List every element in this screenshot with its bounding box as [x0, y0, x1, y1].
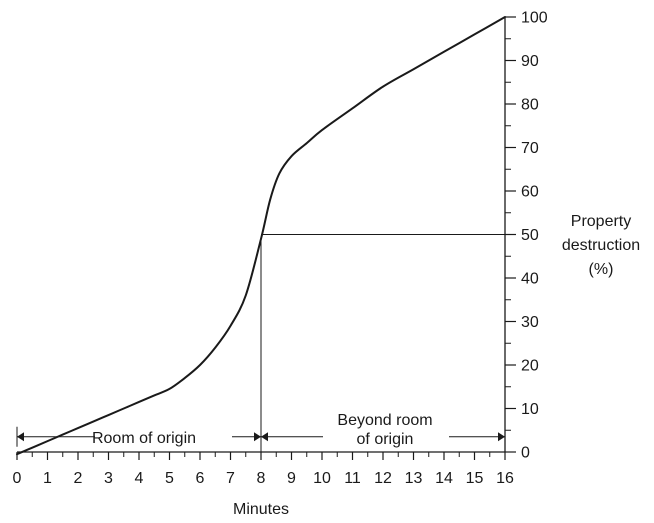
- x-tick-label-7: 7: [226, 470, 235, 487]
- x-tick-label-5: 5: [165, 470, 174, 487]
- y-tick-label-20: 20: [521, 358, 539, 375]
- x-tick-label-8: 8: [257, 470, 266, 487]
- series-line-0: [16, 16, 506, 456]
- beyond-room-label-line-2: of origin: [357, 431, 414, 448]
- y-axis: 0 10 20 30 40 50 60 70 80 90 100: [504, 10, 548, 462]
- annotations: Room of origin Beyond room of origin: [16, 412, 506, 448]
- x-tick-label-12: 12: [374, 470, 392, 487]
- room-of-origin-label: Room of origin: [92, 430, 196, 447]
- x-axis-title: Minutes: [233, 501, 289, 518]
- y-axis-title-line-3: (%): [589, 261, 614, 278]
- axis-titles: Minutes Property destruction (%): [233, 213, 640, 518]
- y-tick-label-50: 50: [521, 227, 539, 244]
- y-tick-label-0: 0: [521, 445, 530, 462]
- room-of-origin-left-arrowhead: [17, 432, 24, 442]
- x-tick-label-13: 13: [405, 470, 423, 487]
- x-tick-label-14: 14: [435, 470, 453, 487]
- y-axis-title-line-2: destruction: [562, 237, 640, 254]
- reference-lines: [260, 234, 505, 452]
- y-tick-label-60: 60: [521, 184, 539, 201]
- x-tick-label-16: 16: [496, 470, 514, 487]
- x-axis: 0 1 2 3 4 5 6 7 8 9 10 11 12 13 14 15 16: [13, 451, 514, 487]
- x-tick-label-9: 9: [287, 470, 296, 487]
- beyond-room-right-arrowhead: [498, 432, 505, 442]
- beyond-room-left-arrowhead: [261, 432, 268, 442]
- y-tick-label-100: 100: [521, 10, 548, 27]
- x-tick-label-0: 0: [13, 470, 22, 487]
- y-tick-label-30: 30: [521, 314, 539, 331]
- y-tick-label-10: 10: [521, 401, 539, 418]
- x-tick-label-6: 6: [196, 470, 205, 487]
- y-axis-title-line-1: Property: [571, 213, 631, 230]
- x-tick-label-2: 2: [74, 470, 83, 487]
- y-tick-label-40: 40: [521, 271, 539, 288]
- y-tick-label-90: 90: [521, 53, 539, 70]
- room-of-origin-right-arrowhead: [254, 432, 261, 442]
- data-series: [16, 16, 506, 456]
- x-tick-label-3: 3: [104, 470, 113, 487]
- x-tick-label-4: 4: [135, 470, 144, 487]
- x-tick-label-15: 15: [466, 470, 484, 487]
- x-tick-label-1: 1: [43, 470, 52, 487]
- beyond-room-label-line-1: Beyond room: [337, 412, 432, 429]
- x-tick-label-11: 11: [344, 470, 361, 487]
- y-tick-label-80: 80: [521, 97, 539, 114]
- x-tick-label-10: 10: [313, 470, 331, 487]
- y-tick-label-70: 70: [521, 140, 539, 157]
